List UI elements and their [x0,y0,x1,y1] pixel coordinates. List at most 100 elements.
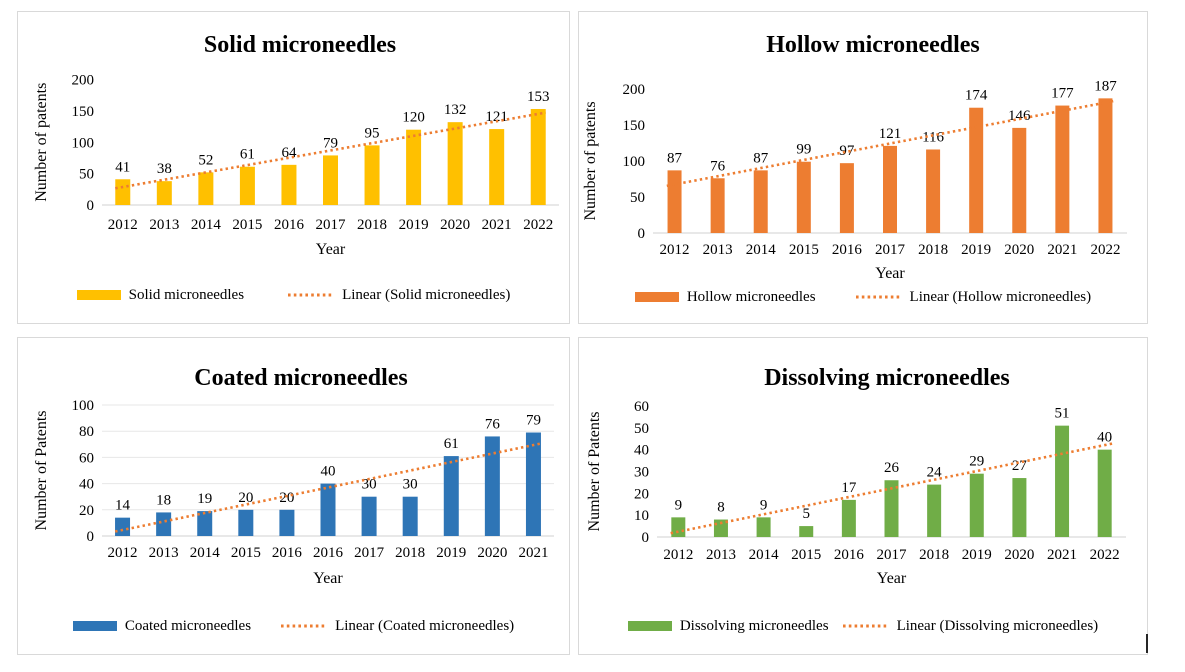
bar-value-label: 121 [485,109,508,125]
stray-mark [1146,634,1148,653]
x-tick-label: 2014 [191,217,222,233]
bar-value-label: 18 [156,492,171,508]
x-tick-label: 2012 [108,545,138,561]
bar-value-label: 76 [485,416,501,432]
x-tick-label: 2012 [108,217,138,233]
chart-panel-coated-microneedles: Coated microneedles 0 20 40 60 80 100 14 2012 18 2… [17,337,570,655]
bar-2020 [1012,478,1027,537]
bar-value-label: 116 [922,129,944,145]
x-tick-label: 2019 [436,545,466,561]
y-tick-label: 50 [79,167,94,183]
x-tick-label: 2021 [1047,547,1077,563]
y-axis-title: Number of Patents [586,412,603,532]
y-tick-label: 0 [642,530,650,546]
x-axis-title: Year [875,265,905,282]
bar-value-label: 19 [197,491,212,507]
x-tick-label: 2016 [834,547,865,563]
bar-2012 [115,179,131,205]
bar-2015 [796,161,811,233]
x-tick-label: 2019 [961,242,991,258]
bar-2022 [530,108,546,205]
bar-2013 [710,178,725,233]
bar-value-label: 9 [760,497,768,513]
bar-2014 [197,511,213,536]
bar-value-label: 51 [1055,406,1070,422]
bar-2017 [884,480,899,537]
bar-2014 [753,170,768,233]
bar-value-label: 24 [927,465,943,481]
x-tick-label: 2018 [357,217,387,233]
bar-2015 [239,166,255,205]
bar-2016 [841,499,856,537]
y-tick-label: 50 [630,190,645,206]
legend: Solid microneedles Linear (Solid micronee… [18,286,569,304]
legend-item-series: Coated microneedles [72,617,251,635]
bar-value-label: 174 [965,88,988,104]
y-tick-label: 200 [623,82,646,98]
bar-value-label: 17 [841,480,857,496]
bar-2013 [156,181,172,205]
chart-panel-solid-microneedles: Solid microneedles 0 50 100 150 200 41 2012 38 20… [17,11,570,324]
bar-value-label: 38 [157,161,172,177]
x-tick-label: 2020 [1004,242,1034,258]
x-tick-label: 2021 [482,217,512,233]
bar-value-label: 27 [1012,458,1028,474]
bar-2016 [839,163,854,233]
bar-2021 [1055,425,1070,537]
legend-item-series: Hollow microneedles [634,288,816,306]
bar-2016 [281,164,297,205]
legend-trend-label: Linear (Hollow microneedles) [909,289,1092,305]
y-tick-label: 50 [634,421,649,437]
x-tick-label: 2020 [1004,547,1034,563]
bar-value-label: 97 [839,143,855,159]
x-tick-label: 2014 [749,547,780,563]
bar-value-label: 146 [1008,108,1031,124]
legend-bar-swatch [627,621,672,631]
bar-2022 [1097,449,1112,537]
legend-trend-label: Linear (Coated microneedles) [335,618,515,634]
legend-item-trend: Linear (Solid microneedles) [288,286,510,304]
bar-value-label: 121 [879,126,902,142]
y-tick-label: 150 [623,118,646,134]
y-tick-label: 60 [79,450,94,466]
bar-value-label: 153 [527,89,550,105]
bar-2017 [883,145,897,233]
legend-trend-label: Linear (Dissolving microneedles) [896,618,1099,634]
bar-2020 [1012,127,1027,233]
plot-area: 0 50 100 150 200 87 2012 76 2013 87 2014 99 2015 97 20… [582,78,1127,282]
legend-series-label: Hollow microneedles [686,289,816,305]
legend-bar-swatch [634,292,679,302]
y-axis-title: Number of patents [582,101,599,220]
bar-value-label: 187 [1094,78,1117,94]
chart-title: Hollow microneedles [766,32,980,58]
x-tick-label: 2022 [1090,547,1120,563]
legend-item-trend: Linear (Hollow microneedles) [855,288,1092,306]
bar-value-label: 52 [198,152,213,168]
bar-value-label: 9 [675,497,683,513]
bar-2022 [1098,98,1113,233]
x-tick-label: 2012 [663,547,693,563]
bar-2015 [238,509,254,536]
bar-value-label: 61 [240,147,255,163]
y-tick-label: 150 [72,104,95,120]
y-tick-label: 100 [72,135,95,151]
bar-2013 [713,519,728,537]
bar-value-label: 95 [365,125,380,141]
x-tick-label: 2022 [1090,242,1120,258]
x-tick-label: 2015 [789,242,819,258]
legend: Hollow microneedles Linear (Hollow micron… [579,288,1147,306]
legend-item-trend: Linear (Coated microneedles) [281,617,514,635]
bar-value-label: 20 [279,490,294,506]
x-tick-label: 2016 [274,217,305,233]
bar-value-label: 41 [115,159,130,175]
x-tick-label: 2016 [313,545,344,561]
plot-area: 0 50 100 150 200 41 2012 38 2013 52 2014 61 2015 64 20… [33,73,559,258]
x-tick-label: 2019 [962,547,992,563]
bar-value-label: 177 [1051,86,1074,102]
bar-2012 [671,517,686,537]
bar-value-label: 14 [115,498,131,514]
legend-bar-swatch [72,621,117,631]
legend-dotted-line-swatch [855,295,902,299]
bar-2018 [927,484,942,537]
